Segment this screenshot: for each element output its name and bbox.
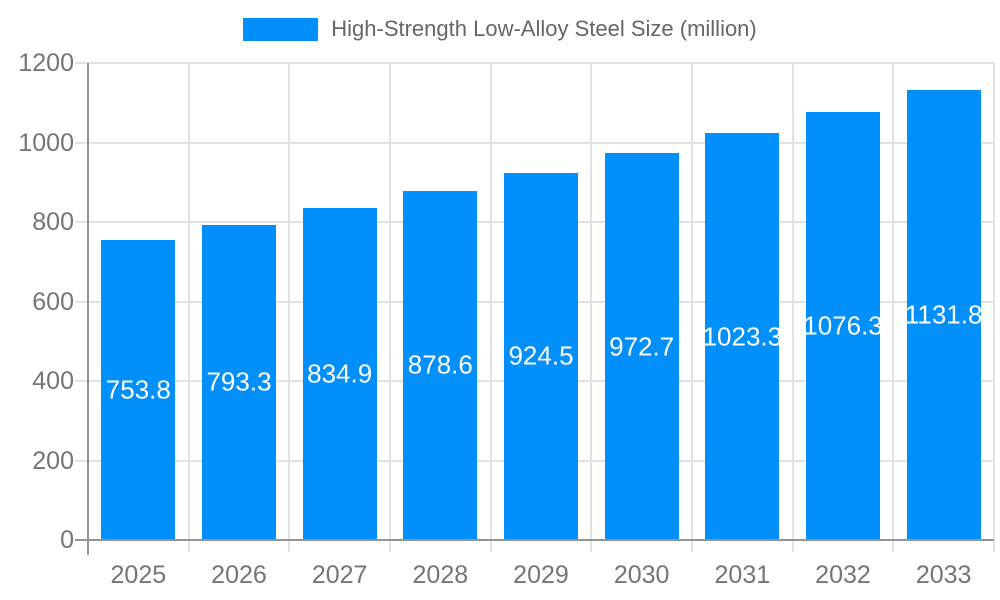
y-axis-tick-label: 1000 <box>18 128 74 157</box>
y-axis-tick-label: 0 <box>60 526 74 554</box>
legend-label: High-Strength Low-Alloy Steel Size (mill… <box>331 16 757 41</box>
bar-value-label: 924.5 <box>508 340 574 371</box>
bar-2033[interactable]: 1131.8 <box>904 90 983 540</box>
legend-swatch <box>243 17 319 41</box>
x-axis-tick-label: 2032 <box>815 561 871 589</box>
x-axis-tick-label: 2028 <box>412 561 469 589</box>
bar-value-label: 834.9 <box>307 358 373 389</box>
bar-2025[interactable]: 753.8 <box>101 240 176 540</box>
category-separator <box>590 63 593 552</box>
bar-2029[interactable]: 924.5 <box>504 172 578 540</box>
bar-2032[interactable]: 1076.3 <box>803 112 883 540</box>
bar-2028[interactable]: 878.6 <box>403 190 478 540</box>
category-separator <box>691 63 693 552</box>
y-axis-tick-label: 400 <box>32 367 74 395</box>
bar-value-label: 972.7 <box>609 331 675 362</box>
x-axis-tick-label: 2027 <box>311 561 368 589</box>
bar-2030[interactable]: 972.7 <box>604 153 679 540</box>
bar-value-label: 1076.3 <box>803 310 883 341</box>
x-axis-tick-label: 2025 <box>110 561 167 589</box>
bar-2031[interactable]: 1023.3 <box>703 133 782 540</box>
x-axis-line <box>75 539 994 541</box>
bar-2027[interactable]: 834.9 <box>302 208 377 540</box>
category-separator <box>892 63 895 552</box>
category-separator <box>389 63 391 552</box>
bar-value-label: 1131.8 <box>904 299 983 330</box>
bar-value-label: 793.3 <box>206 366 272 397</box>
bar-value-label: 878.6 <box>407 349 473 380</box>
y-axis-tick-label: 200 <box>32 446 74 475</box>
x-axis-tick-label: 2031 <box>714 561 771 589</box>
x-axis-tick-label: 2030 <box>613 561 670 589</box>
category-separator <box>489 63 492 552</box>
x-axis-tick-label: 2029 <box>513 561 569 589</box>
x-axis-tick-label: 2033 <box>915 561 972 589</box>
y-axis-tick-label: 600 <box>32 287 74 316</box>
bar-value-label: 1023.3 <box>702 321 783 352</box>
y-axis-line <box>87 63 89 555</box>
category-separator <box>187 63 190 552</box>
category-separator <box>791 63 794 552</box>
category-separator <box>993 63 995 552</box>
y-axis-tick-label: 1200 <box>18 49 74 77</box>
bar-value-label: 753.8 <box>105 374 171 405</box>
category-separator <box>288 63 291 552</box>
gridline <box>75 62 994 64</box>
bar-2026[interactable]: 793.3 <box>202 224 276 540</box>
legend-item[interactable]: High-Strength Low-Alloy Steel Size (mill… <box>0 16 1000 42</box>
x-axis-tick-label: 2026 <box>211 561 267 589</box>
gridline <box>75 141 994 144</box>
y-axis-tick-label: 800 <box>32 208 74 236</box>
